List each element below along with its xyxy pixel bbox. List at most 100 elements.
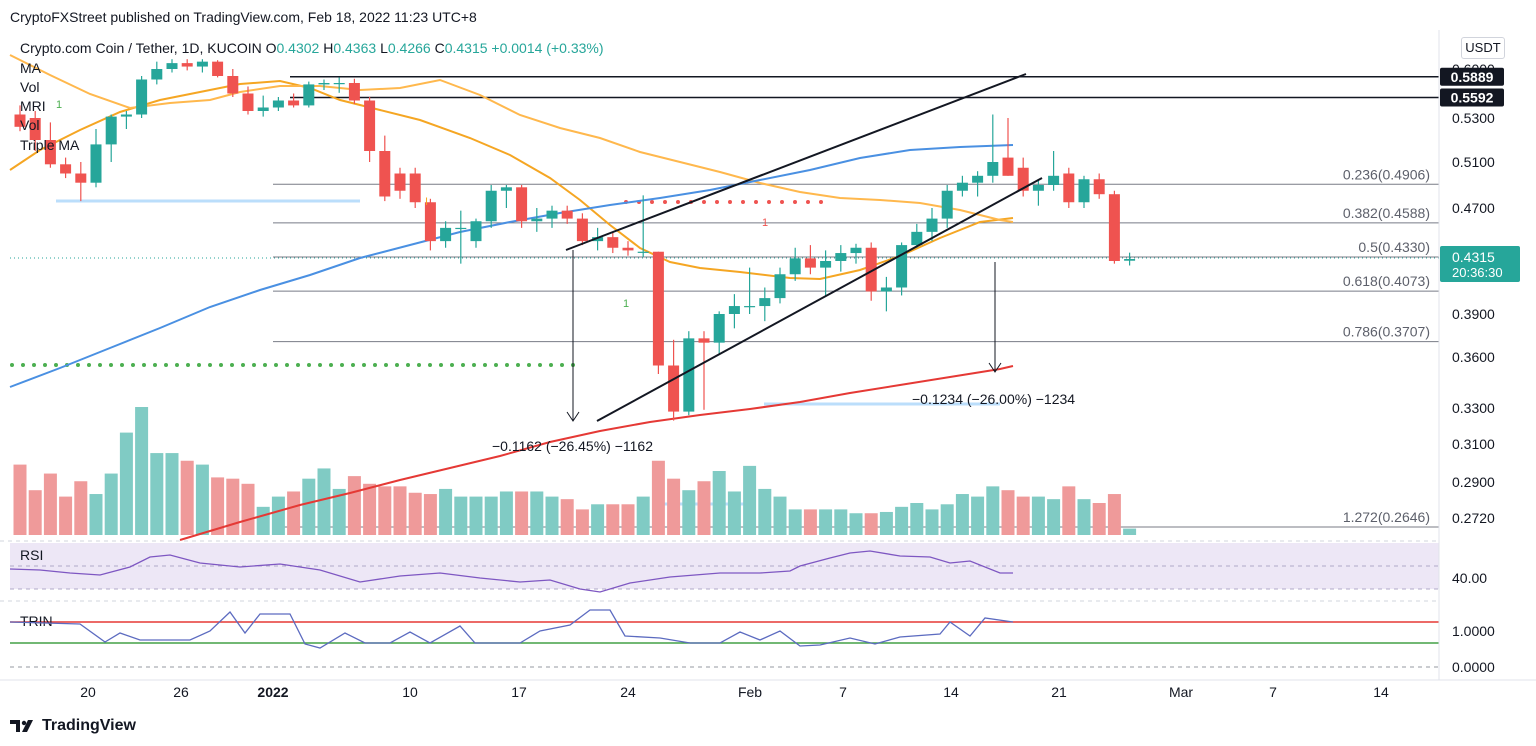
volume-bar bbox=[697, 481, 711, 535]
candle-body bbox=[120, 114, 132, 117]
volume-bar bbox=[317, 468, 331, 535]
fib-label: 0.382(0.4588) bbox=[1343, 205, 1430, 221]
x-tick-label: 21 bbox=[1051, 684, 1067, 700]
currency-button[interactable]: USDT bbox=[1461, 37, 1505, 59]
rsi-line bbox=[9, 550, 1013, 593]
candle-body bbox=[744, 306, 756, 308]
symbol-name[interactable]: Crypto.com Coin / Tether, 1D, KUCOIN bbox=[20, 40, 262, 56]
volume-bar bbox=[515, 491, 529, 535]
volume-bar bbox=[484, 496, 498, 535]
x-tick-label: 26 bbox=[173, 684, 189, 700]
volume-bar bbox=[1031, 496, 1045, 535]
y-tick-label: 0.3900 bbox=[1452, 306, 1495, 322]
candle-body bbox=[14, 114, 26, 127]
indicator-ma[interactable]: MA bbox=[20, 60, 41, 76]
support-dot bbox=[263, 363, 267, 367]
candle-body bbox=[196, 61, 208, 67]
candle-body bbox=[242, 93, 254, 111]
candle-body bbox=[956, 182, 968, 191]
candle-body bbox=[531, 218, 543, 222]
support-dot bbox=[153, 363, 157, 367]
candle-body bbox=[1017, 167, 1029, 191]
price-tag-label: 0.5889 bbox=[1451, 69, 1494, 85]
rsi-pane: RSI 40.00 bbox=[0, 540, 1487, 593]
candle-body bbox=[1078, 179, 1090, 203]
support-dot bbox=[230, 363, 234, 367]
resistance-dot bbox=[663, 200, 667, 204]
volume-bar bbox=[545, 496, 559, 535]
volume-bar bbox=[971, 496, 985, 535]
support-dot bbox=[362, 363, 366, 367]
close-label: C bbox=[434, 40, 445, 56]
indicator-vol-2[interactable]: Vol bbox=[20, 117, 40, 133]
open-value: 0.4302 bbox=[276, 40, 320, 56]
support-dot bbox=[461, 363, 465, 367]
x-tick-label: Feb bbox=[738, 684, 762, 700]
volume-bar bbox=[378, 486, 392, 535]
support-dot bbox=[483, 363, 487, 367]
y-tick-label: 0.2900 bbox=[1452, 474, 1495, 490]
volume-bar bbox=[347, 476, 361, 535]
support-dot bbox=[98, 363, 102, 367]
x-tick-label: 14 bbox=[1373, 684, 1389, 700]
x-tick-label: 7 bbox=[839, 684, 847, 700]
support-dot bbox=[318, 363, 322, 367]
candle-body bbox=[698, 338, 710, 343]
candle-body bbox=[911, 231, 923, 246]
volume-bar bbox=[28, 490, 42, 535]
open-label: O bbox=[265, 40, 277, 56]
volume-bars bbox=[13, 407, 1137, 535]
indicator-vol[interactable]: Vol bbox=[20, 79, 40, 95]
y-tick-label: 0.3100 bbox=[1452, 436, 1495, 452]
support-dot bbox=[549, 363, 553, 367]
support-dot bbox=[527, 363, 531, 367]
y-tick-label: 0.3300 bbox=[1452, 400, 1495, 416]
price-tag bbox=[1440, 88, 1504, 107]
resistance-dot bbox=[676, 200, 680, 204]
indicator-triple-ma[interactable]: Triple MA bbox=[20, 137, 80, 153]
x-tick-label: 10 bbox=[402, 684, 418, 700]
y-tick-label: 0.4700 bbox=[1452, 200, 1495, 216]
candle-body bbox=[759, 298, 771, 307]
volume-bar bbox=[879, 511, 893, 535]
volume-bar bbox=[803, 509, 817, 535]
arrow-down-icon bbox=[988, 362, 1002, 373]
volume-bar bbox=[150, 453, 164, 535]
volume-bar bbox=[43, 473, 57, 535]
volume-bar bbox=[393, 486, 407, 535]
candle-body bbox=[409, 173, 421, 203]
fib-label: 1.272(0.2646) bbox=[1343, 509, 1430, 525]
tradingview-icon bbox=[10, 720, 33, 732]
candle-body bbox=[424, 202, 436, 242]
wedge-upper-trendline bbox=[565, 73, 1027, 251]
support-dot bbox=[450, 363, 454, 367]
volume-bar bbox=[773, 496, 787, 535]
candle-body bbox=[364, 100, 376, 151]
candle-body bbox=[987, 162, 999, 176]
fib-label: 0.618(0.4073) bbox=[1343, 273, 1430, 289]
candle-body bbox=[789, 258, 801, 275]
publisher-caption: CryptoFXStreet published on TradingView.… bbox=[10, 9, 477, 25]
low-value: 0.4266 bbox=[387, 40, 431, 56]
support-dot bbox=[252, 363, 256, 367]
tradingview-logo[interactable]: TradingView bbox=[10, 717, 136, 735]
volume-bar bbox=[758, 488, 772, 535]
candle-body bbox=[713, 314, 725, 343]
arrow-down-icon bbox=[566, 411, 580, 422]
volume-bar bbox=[423, 494, 437, 535]
trin-axis-label: 0.0000 bbox=[1452, 659, 1495, 675]
high-label: H bbox=[323, 40, 334, 56]
buy-signal-mark: 1 bbox=[56, 99, 62, 111]
x-tick-label: 20 bbox=[80, 684, 96, 700]
resistance-dot bbox=[767, 200, 771, 204]
support-dot bbox=[120, 363, 124, 367]
candle-body bbox=[105, 116, 117, 145]
indicator-mri[interactable]: MRI bbox=[20, 98, 46, 114]
candle-body bbox=[485, 190, 497, 222]
volume-bar bbox=[1001, 490, 1015, 535]
candle-body bbox=[136, 79, 148, 115]
resistance-dot bbox=[819, 200, 823, 204]
candle-body bbox=[880, 287, 892, 292]
resistance-dot bbox=[715, 200, 719, 204]
tradingview-wordmark: TradingView bbox=[42, 717, 136, 734]
